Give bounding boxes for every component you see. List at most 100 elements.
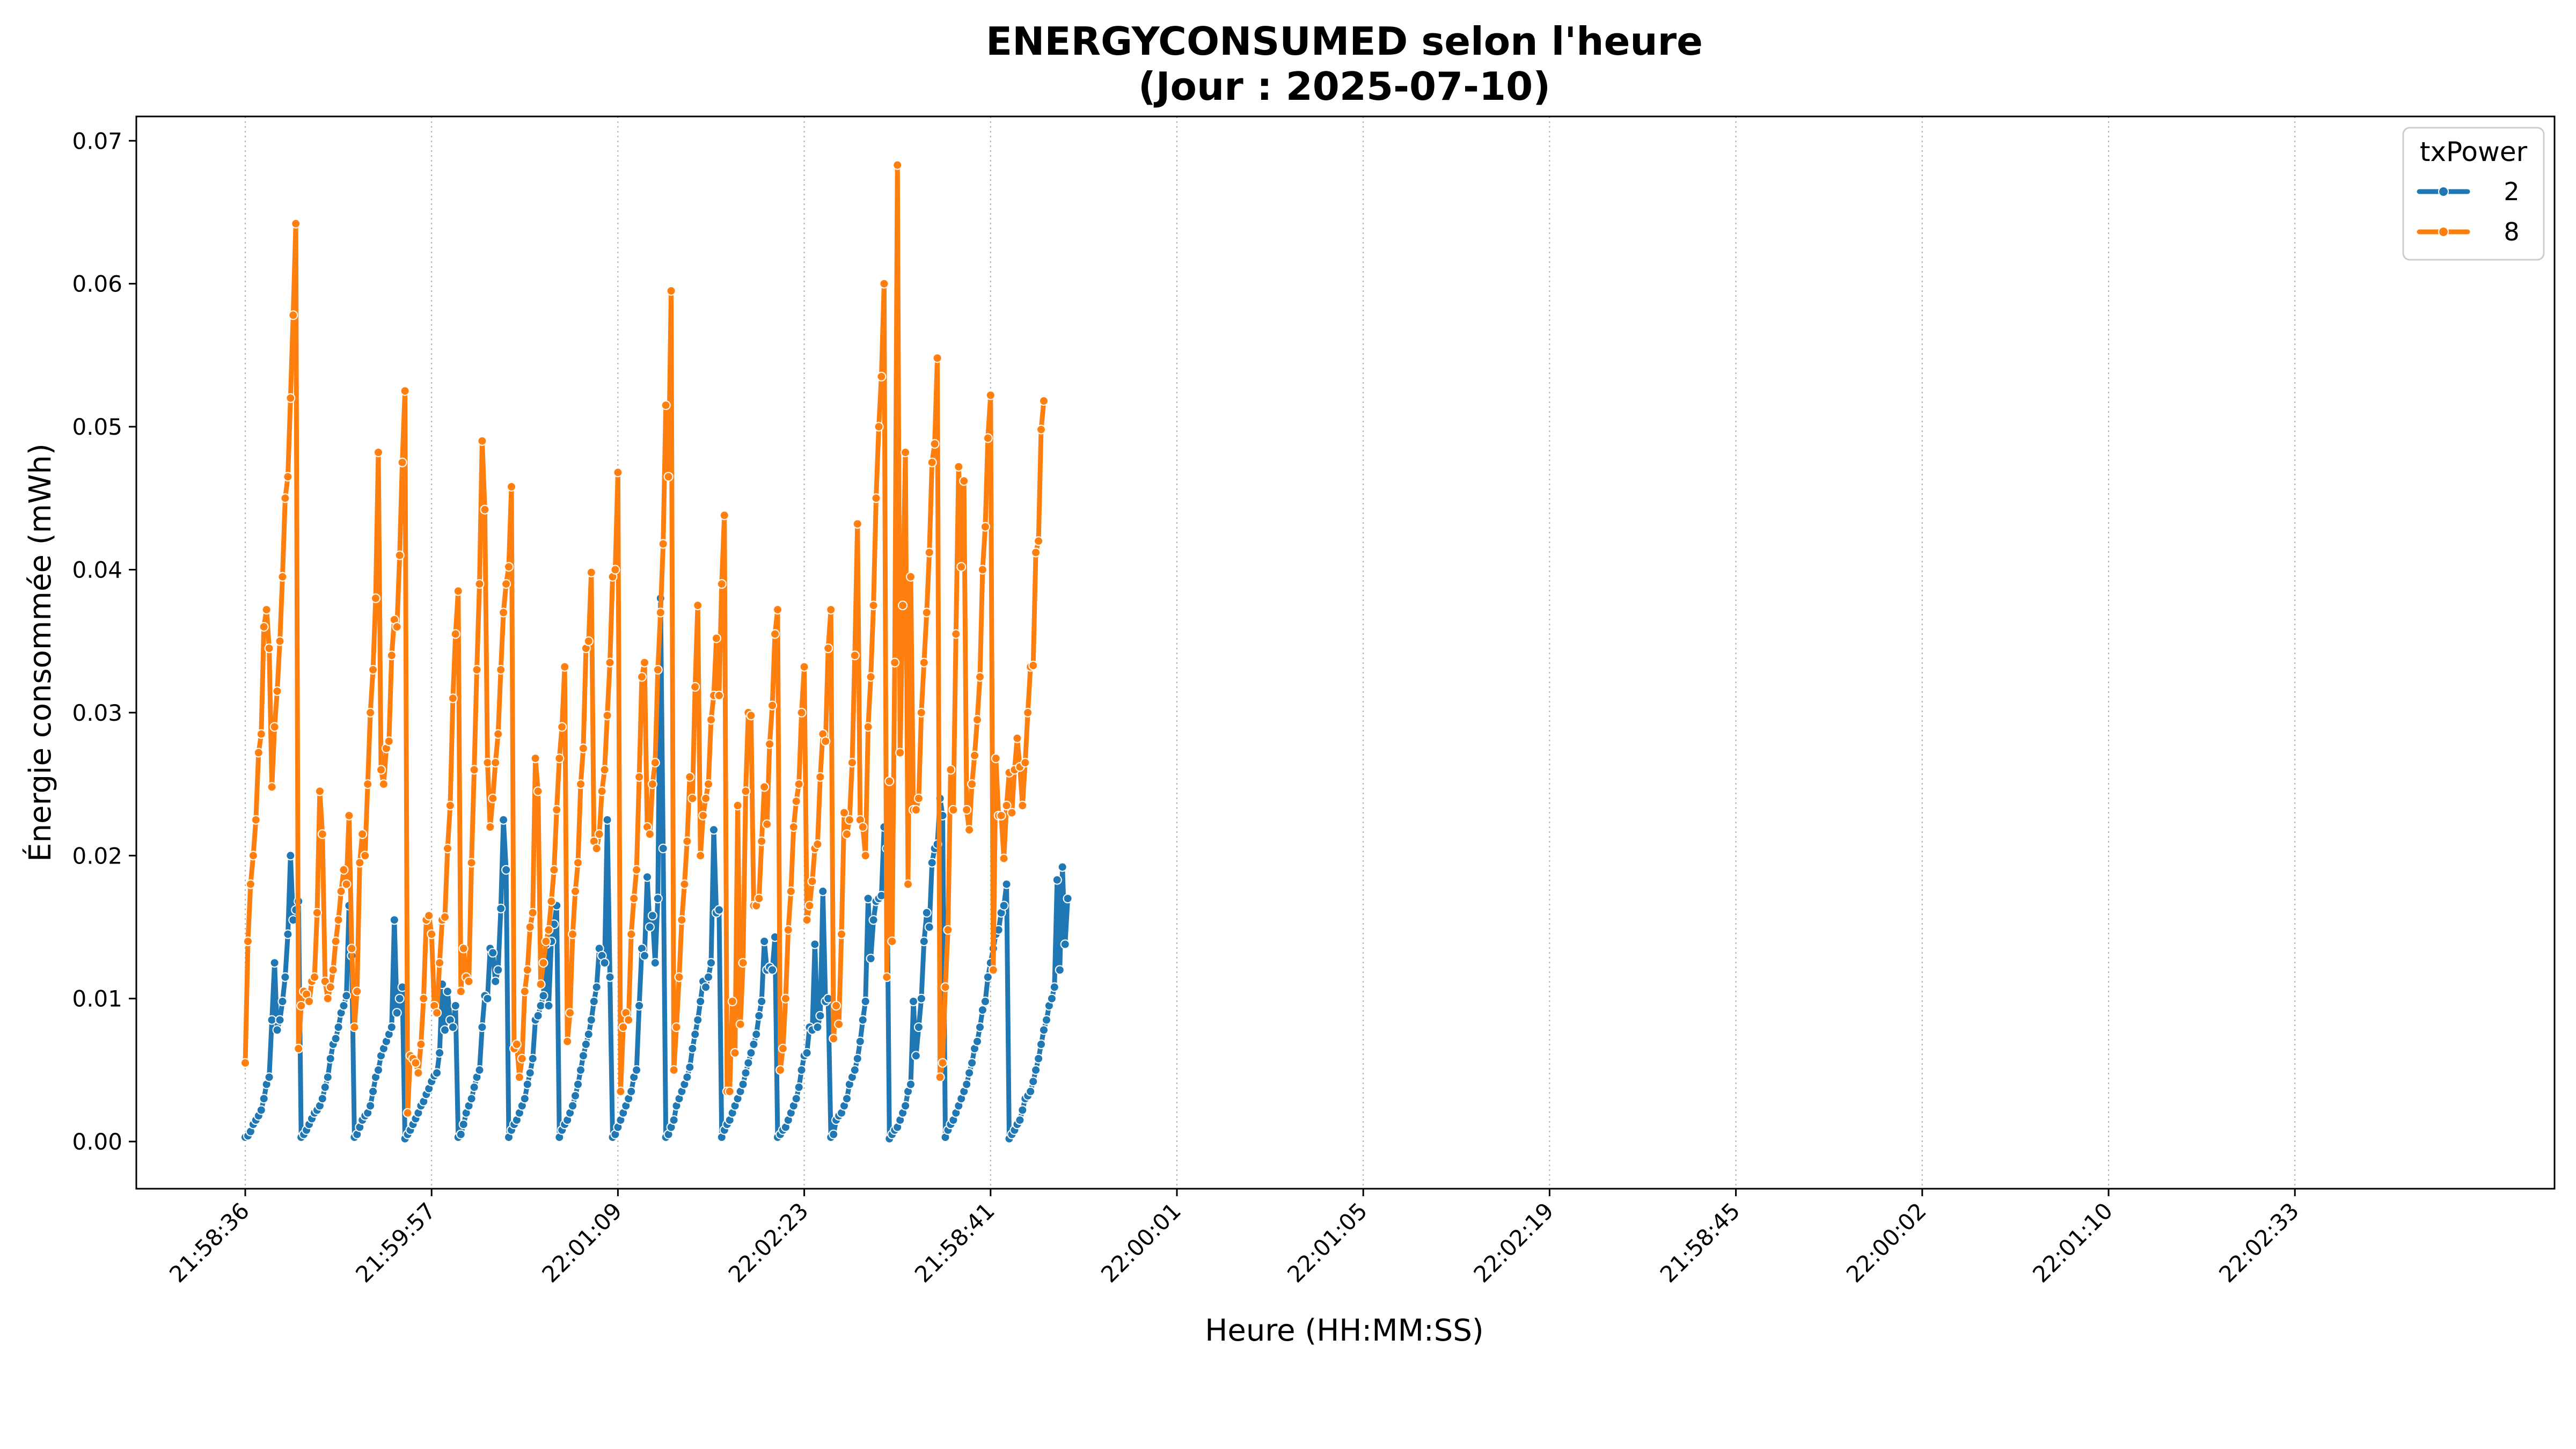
- data-point: [634, 772, 645, 782]
- data-point: [355, 858, 365, 868]
- data-point: [735, 1019, 745, 1029]
- data-point: [901, 448, 911, 457]
- data-point: [1046, 993, 1057, 1004]
- data-point: [767, 965, 778, 975]
- data-point: [554, 753, 565, 764]
- y-tick-label: 0.04: [72, 557, 122, 583]
- data-point: [778, 1043, 788, 1053]
- data-point: [919, 657, 929, 668]
- data-point: [653, 894, 663, 904]
- data-point: [533, 786, 543, 796]
- data-point: [1039, 1025, 1049, 1035]
- data-point: [368, 665, 378, 675]
- data-point: [916, 993, 926, 1004]
- data-point: [1007, 808, 1017, 818]
- data-point: [693, 1015, 703, 1025]
- x-tick-label: 22:01:05: [1282, 1197, 1372, 1287]
- data-point: [972, 715, 982, 725]
- data-point: [671, 1022, 682, 1032]
- x-tick-label: 22:00:01: [1096, 1197, 1186, 1287]
- data-point: [701, 793, 711, 803]
- data-point: [967, 779, 977, 789]
- data-point: [248, 851, 258, 861]
- data-point: [980, 522, 990, 532]
- series-2: [240, 593, 1073, 1144]
- data-point: [762, 819, 772, 829]
- series-layer: [240, 160, 1073, 1144]
- data-point: [253, 748, 264, 758]
- data-point: [1060, 939, 1070, 949]
- data-point: [757, 836, 767, 846]
- data-point: [597, 786, 607, 796]
- data-point: [352, 986, 362, 997]
- data-point: [983, 972, 993, 982]
- data-point: [374, 448, 383, 457]
- y-tick-label: 0.00: [72, 1129, 122, 1155]
- data-point: [491, 976, 501, 986]
- data-point: [876, 371, 887, 382]
- data-point: [570, 1091, 580, 1101]
- data-point: [496, 903, 506, 913]
- data-point: [435, 1048, 445, 1058]
- data-point: [927, 457, 937, 467]
- data-point: [924, 547, 934, 558]
- data-point: [906, 572, 916, 582]
- data-point: [616, 1086, 626, 1096]
- data-point: [714, 905, 724, 915]
- data-point: [759, 936, 770, 947]
- data-point: [344, 810, 354, 821]
- data-point: [491, 758, 501, 768]
- data-point: [980, 997, 990, 1006]
- data-point: [517, 1053, 527, 1064]
- data-point: [786, 886, 796, 896]
- data-point: [996, 810, 1006, 821]
- data-point: [948, 805, 958, 815]
- data-point: [538, 991, 548, 1001]
- data-point: [815, 772, 825, 782]
- data-point: [852, 519, 862, 529]
- data-point: [432, 1068, 442, 1078]
- data-point: [594, 829, 604, 839]
- data-point: [519, 1094, 530, 1104]
- data-point: [818, 886, 828, 896]
- data-point: [328, 965, 338, 975]
- data-point: [331, 1034, 341, 1044]
- data-point: [392, 1008, 402, 1018]
- data-point: [339, 1001, 349, 1011]
- data-point: [528, 1053, 538, 1064]
- data-point: [765, 739, 775, 749]
- data-point: [296, 1001, 306, 1011]
- data-point: [560, 662, 570, 672]
- data-point: [858, 1015, 868, 1025]
- x-gridlines: [245, 116, 2296, 1189]
- data-point: [882, 972, 892, 982]
- data-point: [962, 1079, 972, 1089]
- data-point: [791, 1094, 801, 1104]
- y-tick-label: 0.07: [72, 128, 122, 154]
- data-point: [578, 1051, 588, 1061]
- data-point: [323, 993, 333, 1004]
- data-point: [280, 493, 290, 503]
- data-point: [347, 943, 357, 954]
- data-point: [339, 865, 349, 875]
- data-point: [655, 608, 665, 618]
- data-point: [549, 865, 559, 875]
- y-tick-label: 0.06: [72, 271, 122, 297]
- data-point: [658, 539, 668, 549]
- y-tick-label: 0.03: [72, 700, 122, 726]
- data-point: [1036, 1039, 1046, 1049]
- data-point: [791, 796, 801, 807]
- data-point: [363, 779, 373, 789]
- data-point: [317, 829, 327, 839]
- data-point: [435, 958, 445, 968]
- data-point: [895, 748, 905, 758]
- data-point: [727, 997, 737, 1006]
- data-point: [829, 1034, 839, 1044]
- data-point: [570, 886, 580, 896]
- data-point: [951, 629, 961, 639]
- data-point: [573, 858, 583, 868]
- data-point: [251, 815, 261, 825]
- data-point: [775, 1065, 785, 1075]
- data-point: [586, 567, 596, 577]
- data-point: [386, 650, 397, 661]
